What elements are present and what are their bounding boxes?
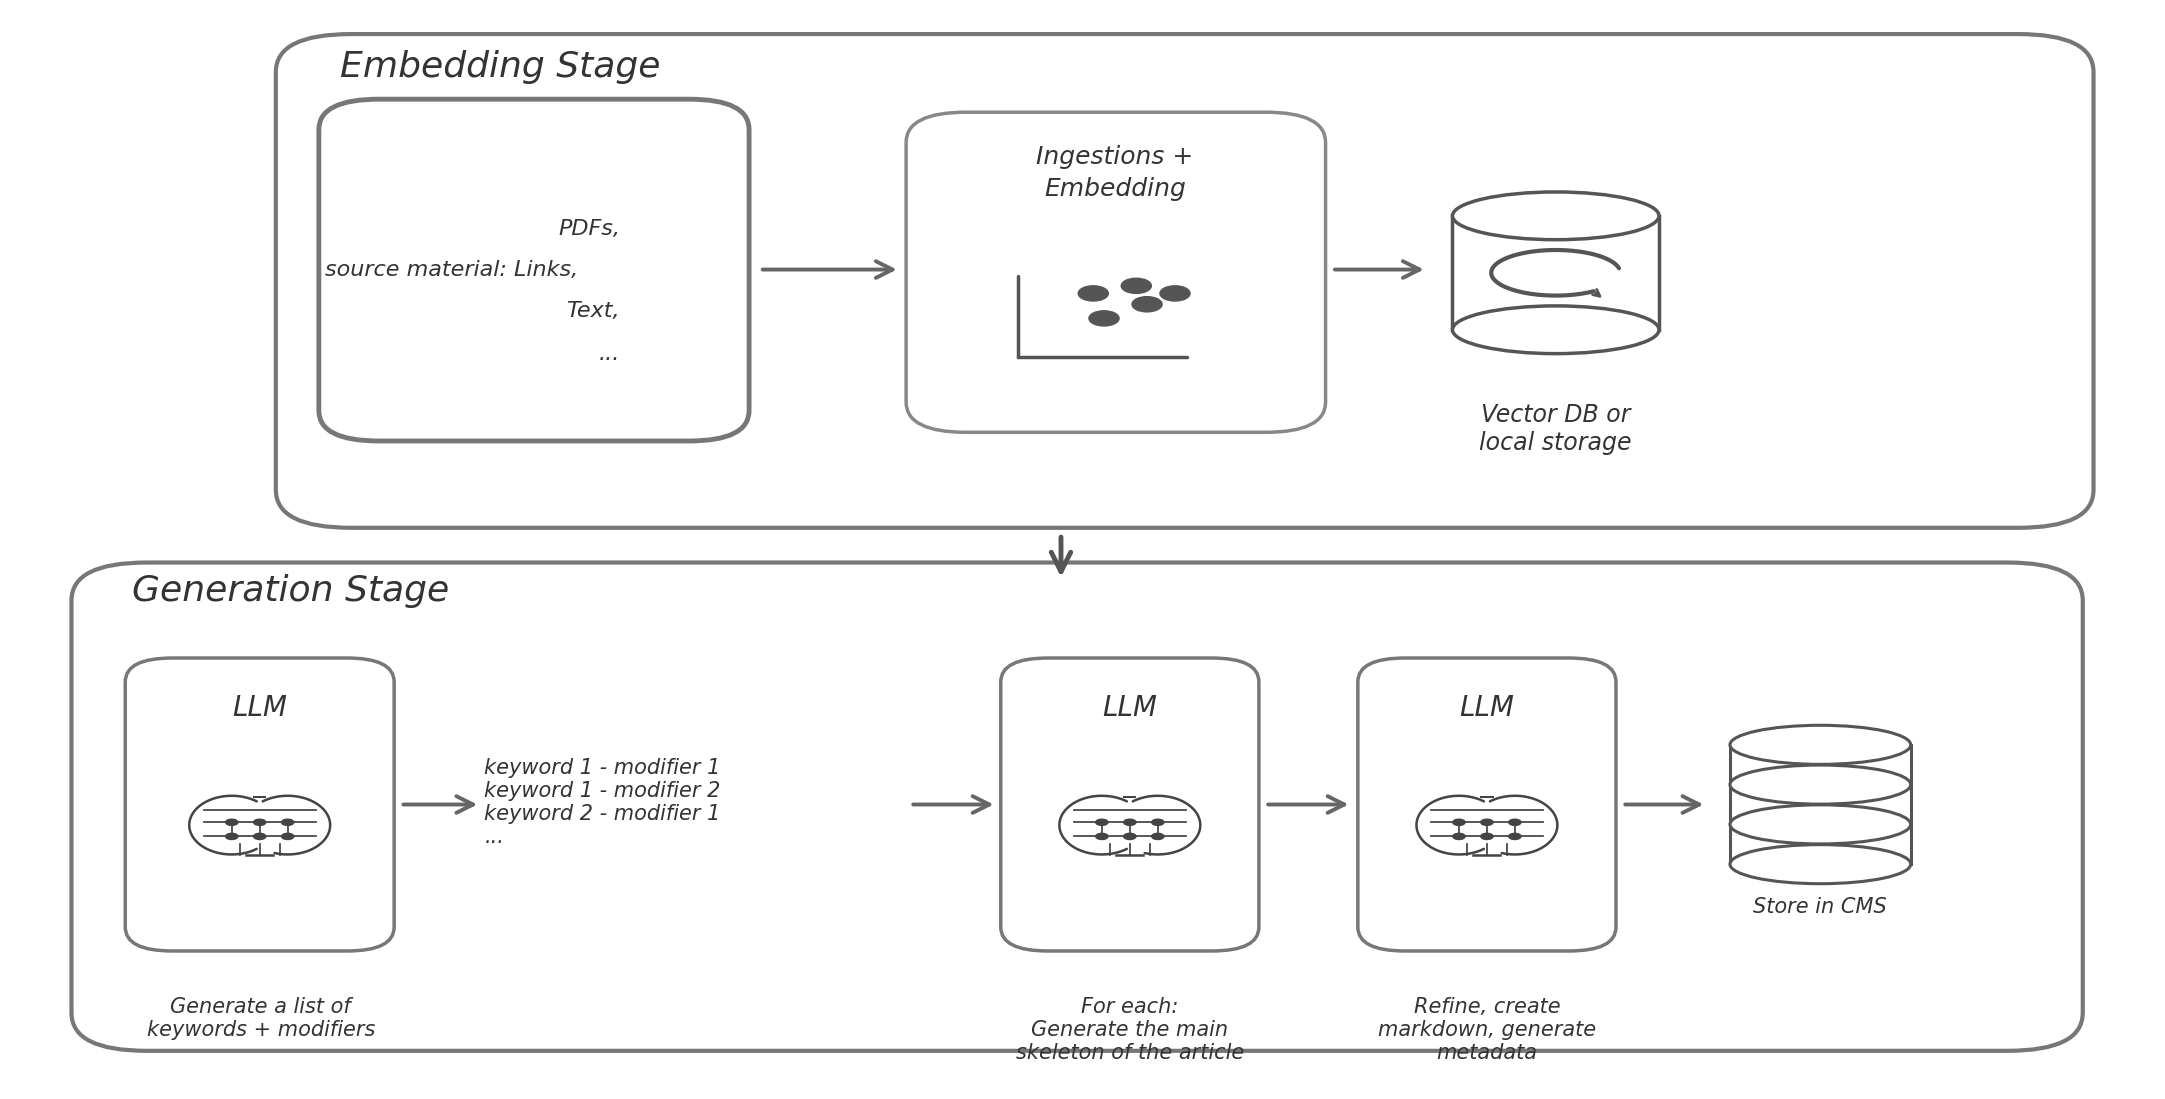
Text: PDFs,: PDFs, (559, 220, 619, 240)
Text: Embedding: Embedding (1044, 177, 1186, 201)
Text: For each:
Generate the main
skeleton of the article: For each: Generate the main skeleton of … (1015, 997, 1245, 1063)
Circle shape (1481, 833, 1494, 840)
Ellipse shape (1453, 306, 1658, 354)
FancyBboxPatch shape (126, 658, 394, 951)
Circle shape (1095, 819, 1108, 825)
Circle shape (1078, 286, 1108, 301)
Text: Refine, create
markdown, generate
metadata: Refine, create markdown, generate metada… (1377, 997, 1596, 1063)
Circle shape (1132, 297, 1163, 312)
Text: LLM: LLM (1459, 693, 1513, 722)
FancyBboxPatch shape (907, 112, 1325, 432)
FancyBboxPatch shape (1453, 215, 1658, 330)
Ellipse shape (1730, 765, 1912, 804)
Text: Store in CMS: Store in CMS (1754, 897, 1888, 917)
Text: Embedding Stage: Embedding Stage (340, 49, 660, 84)
FancyBboxPatch shape (318, 99, 749, 441)
Circle shape (281, 819, 294, 825)
Text: LLM: LLM (232, 693, 288, 722)
Circle shape (1152, 833, 1165, 840)
Circle shape (1509, 833, 1522, 840)
Circle shape (225, 819, 238, 825)
Circle shape (253, 819, 266, 825)
Circle shape (1152, 819, 1165, 825)
Circle shape (1124, 819, 1137, 825)
Ellipse shape (1453, 192, 1658, 240)
Circle shape (1509, 819, 1522, 825)
Text: Ingestions +: Ingestions + (1037, 145, 1193, 168)
Circle shape (225, 833, 238, 840)
FancyBboxPatch shape (1357, 658, 1615, 951)
Circle shape (1089, 311, 1119, 326)
Ellipse shape (1730, 804, 1912, 844)
Circle shape (1160, 286, 1191, 301)
Text: keyword 1 - modifier 1
keyword 1 - modifier 2
keyword 2 - modifier 1
...: keyword 1 - modifier 1 keyword 1 - modif… (485, 758, 721, 847)
Text: Text,: Text, (567, 301, 619, 321)
FancyBboxPatch shape (1000, 658, 1258, 951)
Circle shape (1095, 833, 1108, 840)
Circle shape (253, 833, 266, 840)
Circle shape (1481, 819, 1494, 825)
Text: LLM: LLM (1102, 693, 1158, 722)
Circle shape (1124, 833, 1137, 840)
Text: source material: Links,: source material: Links, (325, 259, 578, 279)
Text: Vector DB or
local storage: Vector DB or local storage (1479, 403, 1632, 455)
Text: Generation Stage: Generation Stage (132, 574, 448, 608)
Circle shape (281, 833, 294, 840)
Circle shape (1453, 833, 1466, 840)
FancyBboxPatch shape (71, 563, 2083, 1051)
Ellipse shape (1730, 845, 1912, 884)
FancyBboxPatch shape (275, 34, 2094, 528)
Text: ...: ... (600, 344, 619, 364)
Circle shape (1121, 278, 1152, 293)
Circle shape (1453, 819, 1466, 825)
FancyBboxPatch shape (1730, 745, 1912, 864)
Text: Generate a list of
keywords + modifiers: Generate a list of keywords + modifiers (147, 997, 375, 1040)
Ellipse shape (1730, 725, 1912, 764)
